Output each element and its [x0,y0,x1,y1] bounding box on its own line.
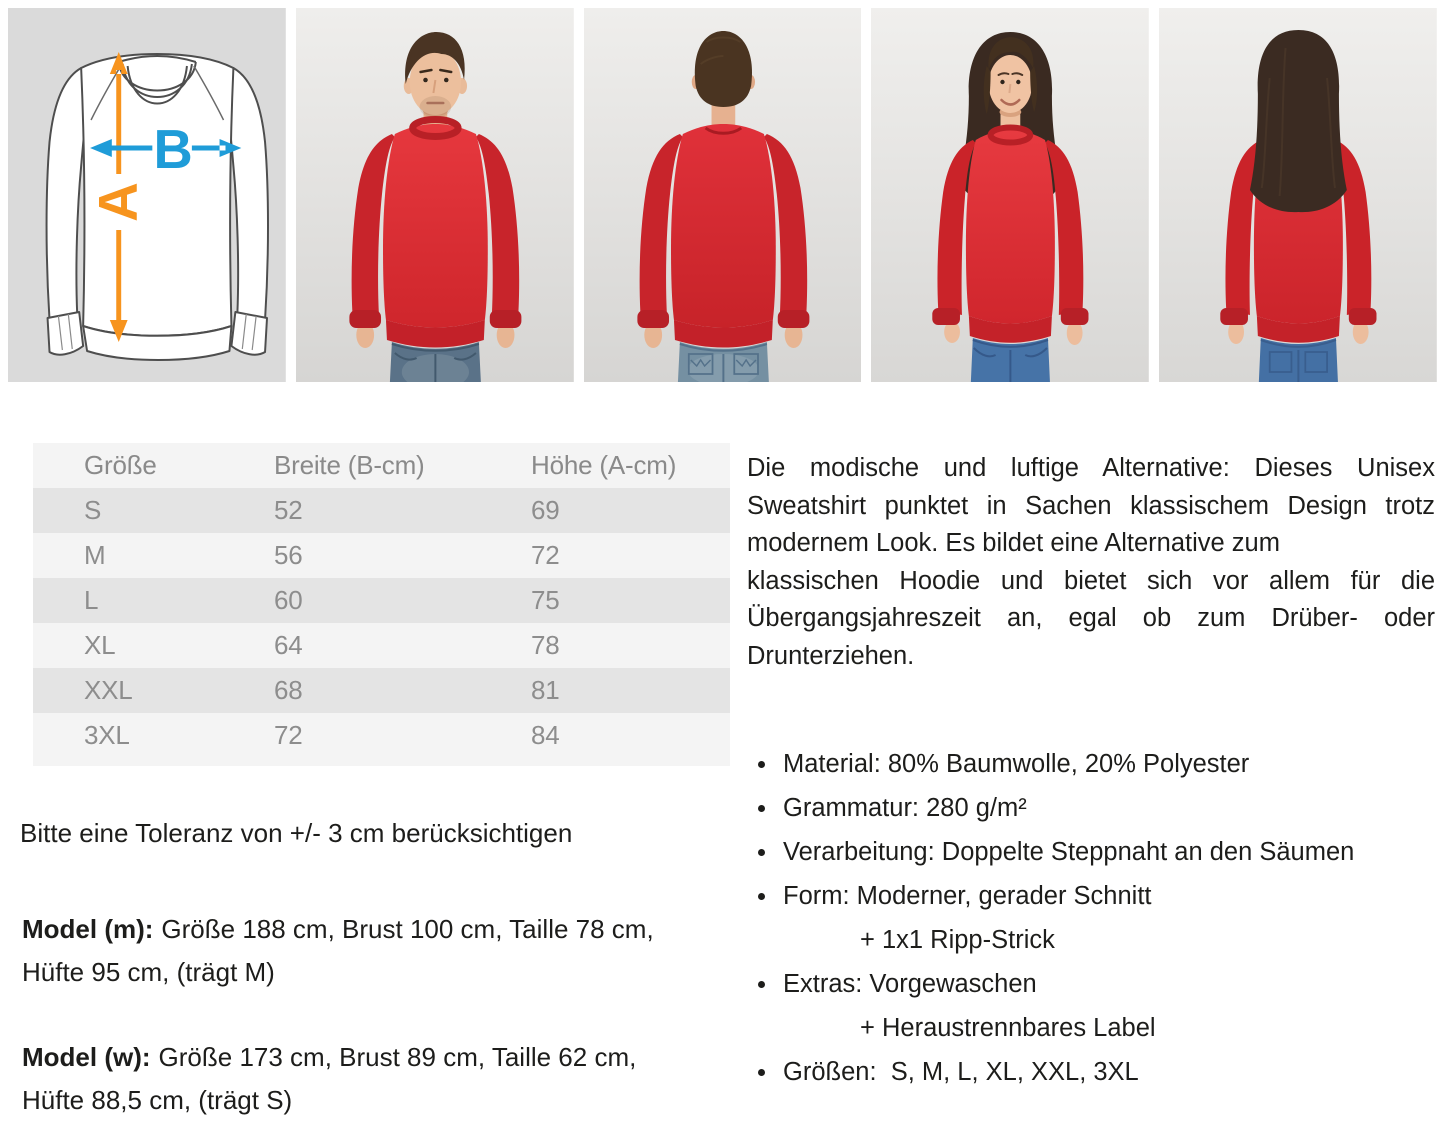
size-table-row: L 60 75 [33,578,730,623]
model-male-info: Model (m): Größe 188 cm, Brust 100 cm, Ta… [22,908,698,994]
cell-breite: 52 [274,495,303,525]
male-back-photo [583,8,862,382]
feature-text: Grammatur: 280 g/m² [783,793,1027,822]
bullet-dot [758,980,765,988]
description-line: modernem Look. Es bildet eine Alternativ… [747,529,1280,558]
model-female-info: Model (w): Größe 173 cm, Brust 89 cm, Tai… [22,1036,698,1122]
size-table-header: Größe Breite (B-cm) Höhe (A-cm) [33,443,730,488]
size-table-body: S 52 69 M 56 72 L 60 75 XL 64 78 [33,488,730,758]
product-image-gallery: A B [8,8,1437,382]
feature-text: Form: Moderner, gerader Schnitt [783,881,1152,910]
feature-item: Material: 80% Baumwolle, 20% Polyester [756,742,1435,786]
header-hoehe: Höhe (A-cm) [531,450,677,480]
cell-groesse: L [84,585,99,615]
cell-groesse: S [84,495,102,525]
bullet-dot [758,1068,765,1076]
description-line: Drunterziehen. [747,641,915,670]
cell-breite: 56 [274,540,303,570]
female-front-figure [932,32,1089,382]
male-back-figure [636,31,809,382]
feature-list: Material: 80% Baumwolle, 20% Polyester G… [756,742,1435,1094]
male-front-illustration [295,8,574,382]
size-diagram-panel: A B [8,8,286,382]
male-front-photo [295,8,574,382]
male-front-figure [349,32,522,382]
bullet-dot [758,804,765,812]
description-line: Übergangsjahreszeit an, egal ob zum Drüb… [747,604,1435,633]
female-back-illustration [1159,8,1437,382]
size-table-row: XL 64 78 [33,623,730,668]
height-label: A [87,182,149,222]
cell-breite: 72 [274,720,303,750]
feature-text: + Heraustrennbares Label [860,1013,1156,1042]
header-breite: Breite (B-cm) [274,450,425,480]
cell-breite: 68 [274,675,303,705]
width-arrow [90,139,242,157]
raglan-seams [57,65,257,351]
description-line: klassischen Hoodie und bietet sich vor a… [747,566,1435,595]
size-table-row: M 56 72 [33,533,730,578]
female-back-figure [1220,30,1377,382]
cell-hoehe: 69 [531,495,560,525]
feature-text: Extras: Vorgewaschen [783,969,1037,998]
cell-hoehe: 78 [531,630,560,660]
size-table-row: S 52 69 [33,488,730,533]
bullet-dot [758,760,765,768]
feature-text: Material: 80% Baumwolle, 20% Polyester [783,749,1250,778]
female-front-illustration [871,8,1150,382]
size-table: Größe Breite (B-cm) Höhe (A-cm) S 52 69 … [33,443,730,766]
female-front-photo [871,8,1150,382]
feature-item: + Heraustrennbares Label [756,1006,1435,1050]
cell-hoehe: 72 [531,540,560,570]
size-table-row: XXL 68 81 [33,668,730,713]
cell-groesse: XXL [84,675,133,705]
description-line: Die modische und luftige Alternative: Di… [747,454,1435,482]
feature-item: Form: Moderner, gerader Schnitt [756,874,1435,918]
feature-text: Größen: S, M, L, XL, XXL, 3XL [783,1057,1139,1086]
bullet-dot [758,848,765,856]
cell-groesse: 3XL [84,720,130,750]
height-arrow [109,52,128,342]
cell-groesse: XL [84,630,116,660]
cell-groesse: M [84,540,106,570]
male-back-illustration [583,8,862,382]
cell-hoehe: 75 [531,585,560,615]
model-male-measurements: Größe 188 cm, Brust 100 cm, Taille 78 cm… [22,914,654,987]
bullet-dot [758,892,765,900]
feature-item: Grammatur: 280 g/m² [756,786,1435,830]
model-female-measurements: Größe 173 cm, Brust 89 cm, Taille 62 cm,… [22,1042,637,1115]
feature-item: Größen: S, M, L, XL, XXL, 3XL [756,1050,1435,1094]
feature-item: Verarbeitung: Doppelte Steppnaht an den … [756,830,1435,874]
model-male-label: Model (m): [22,914,154,944]
description-line: Sweatshirt punktet in Sachen klassischem… [747,491,1435,520]
tolerance-note: Bitte eine Toleranz von +/- 3 cm berücks… [20,818,573,848]
size-table-row: 3XL 72 84 [33,713,730,758]
header-groesse: Größe [84,450,157,480]
product-description: Die modische und luftige Alternative: Di… [747,450,1435,676]
size-diagram: A B [8,8,286,382]
model-female-label: Model (w): [22,1042,151,1072]
feature-item: Extras: Vorgewaschen [756,962,1435,1006]
cell-hoehe: 81 [531,675,560,705]
cell-hoehe: 84 [531,720,560,750]
cell-breite: 64 [274,630,303,660]
cell-breite: 60 [274,585,303,615]
female-back-photo [1159,8,1437,382]
feature-item: + 1x1 Ripp-Strick [756,918,1435,962]
feature-text: + 1x1 Ripp-Strick [860,925,1055,954]
feature-text: Verarbeitung: Doppelte Steppnaht an den … [783,837,1355,866]
width-label: B [153,118,192,180]
